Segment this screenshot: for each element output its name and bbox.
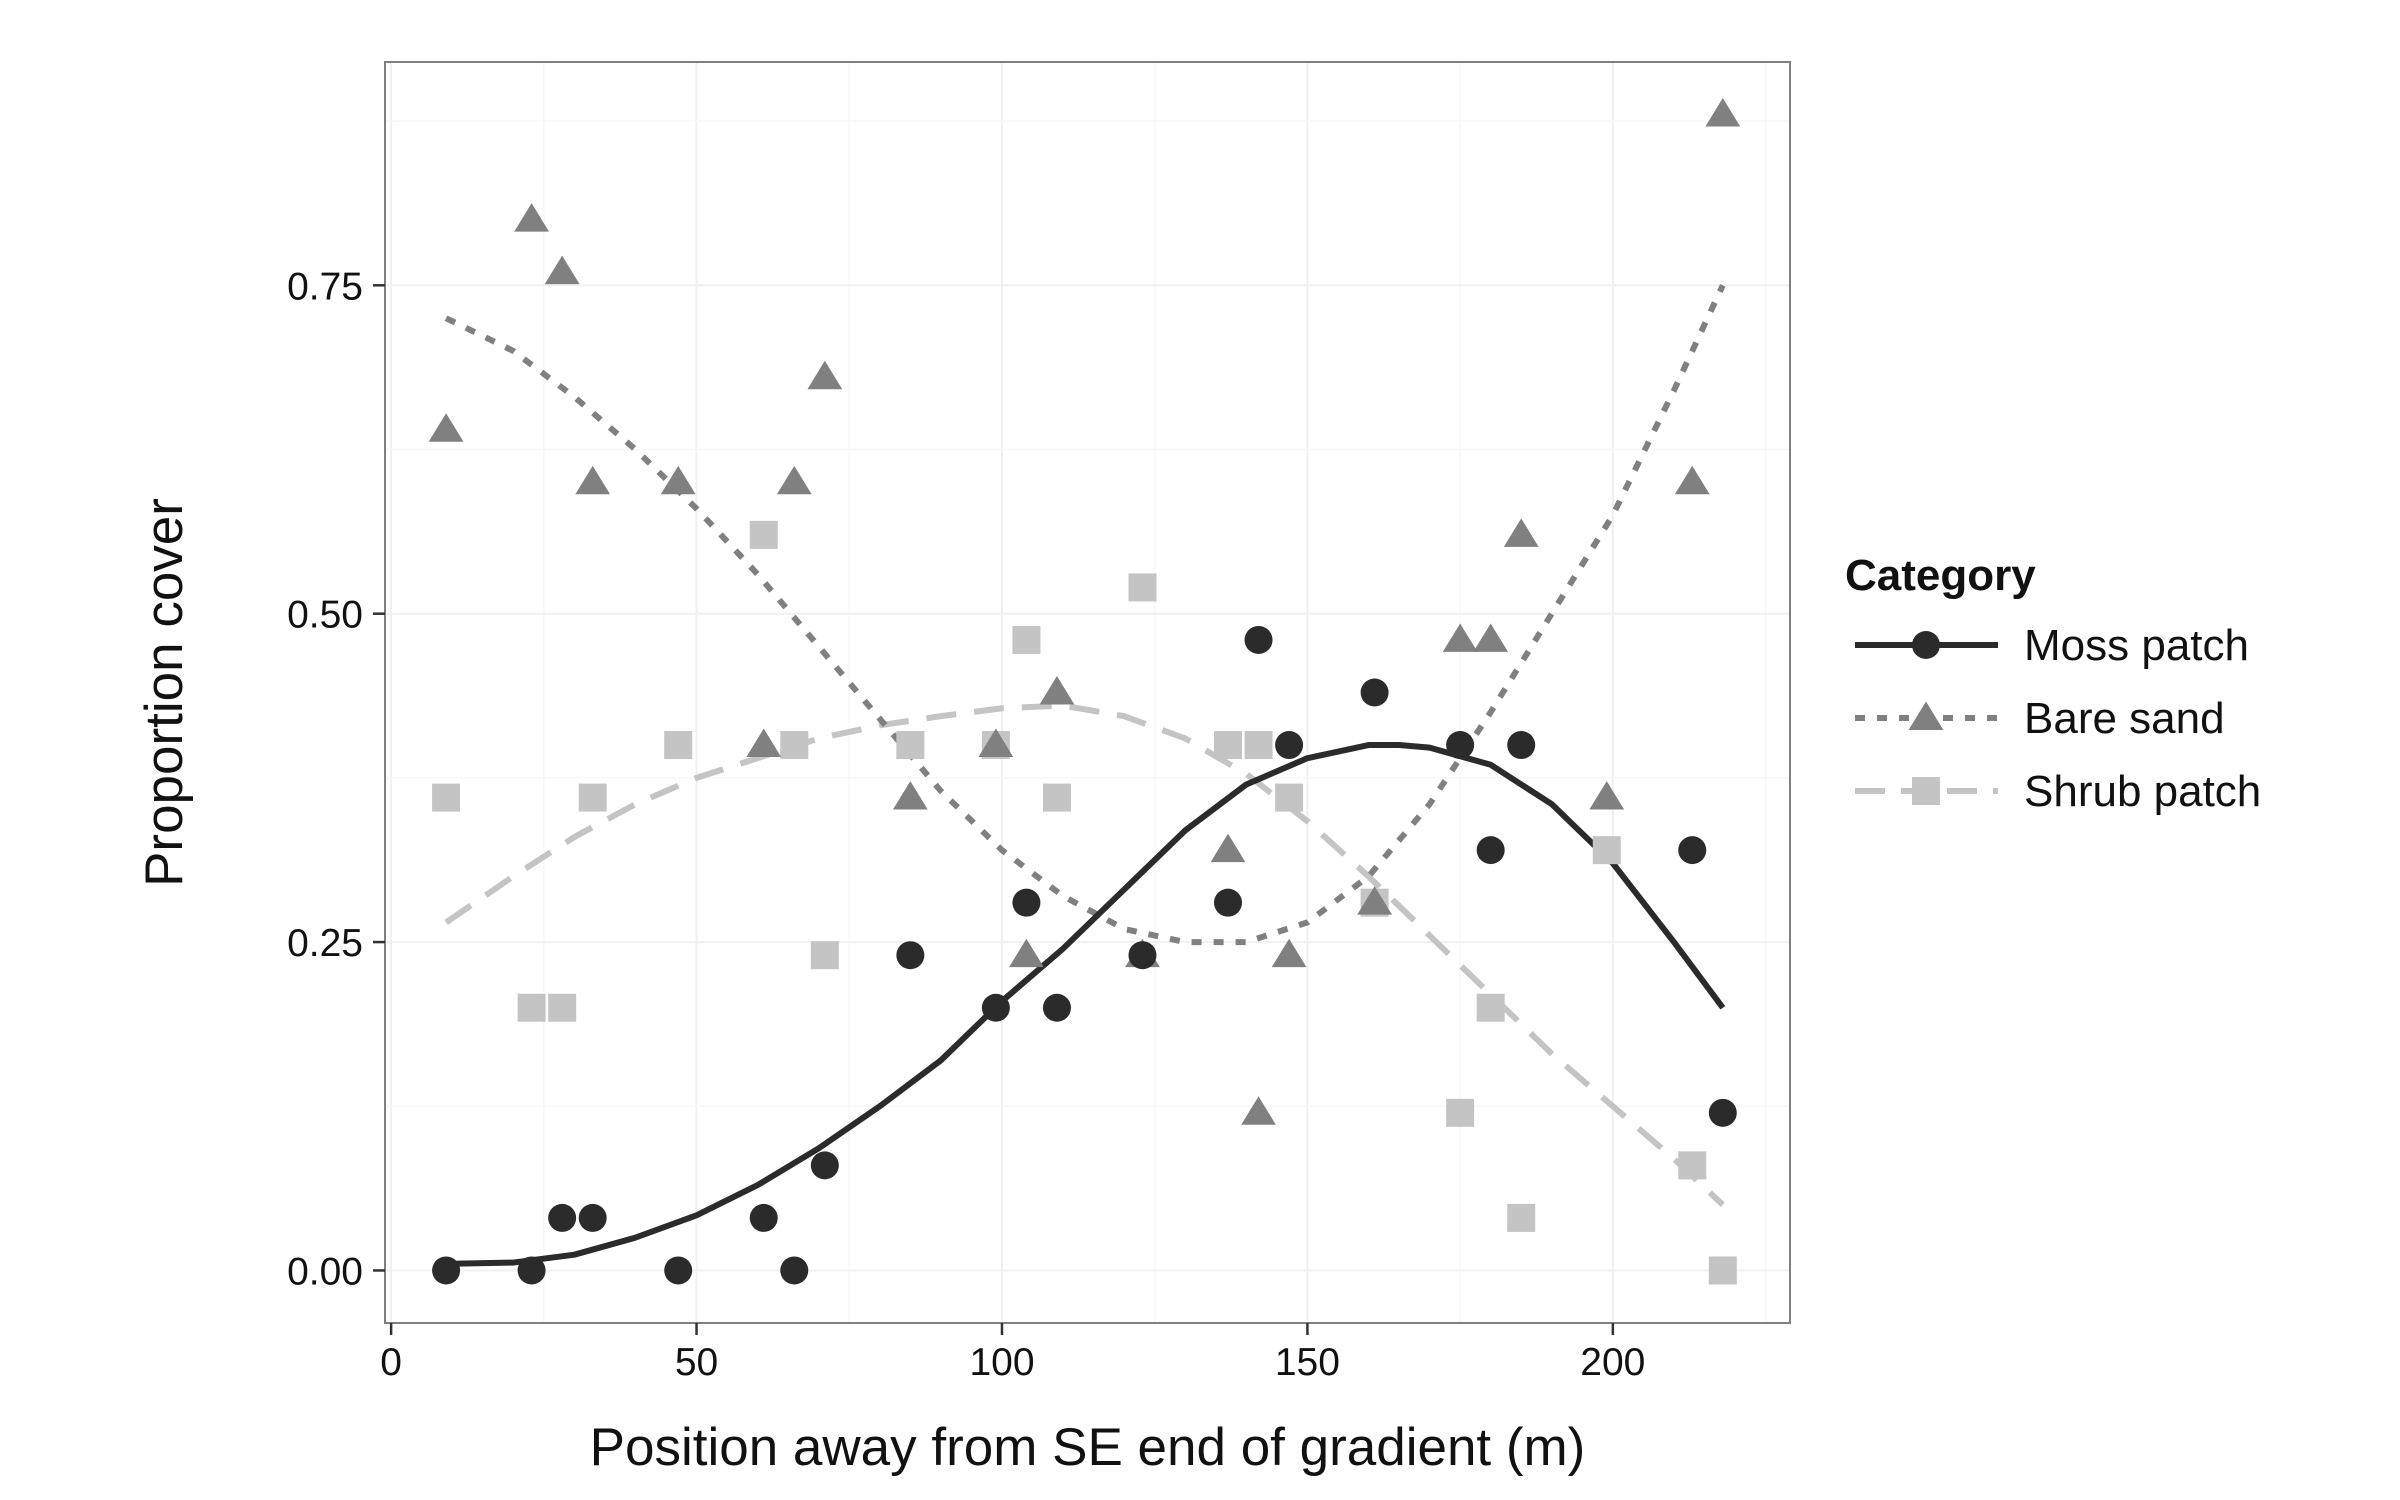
x-tick-label: 150 bbox=[1275, 1341, 1340, 1384]
point-moss-patch bbox=[1446, 731, 1475, 760]
point-moss-patch bbox=[1128, 941, 1157, 970]
point-bare-sand bbox=[514, 203, 550, 232]
point-bare-sand bbox=[1009, 938, 1044, 968]
trend-line-shrub-patch bbox=[444, 702, 1725, 1207]
point-bare-sand bbox=[746, 728, 782, 758]
point-bare-sand bbox=[978, 728, 1014, 758]
legend-title: Category bbox=[1845, 551, 2036, 600]
point-moss-patch bbox=[1507, 731, 1536, 760]
legend-key-marker bbox=[1912, 631, 1940, 659]
legend-item-bare-sand: Bare sand bbox=[1855, 694, 2225, 743]
point-moss-patch bbox=[1244, 625, 1273, 654]
x-tick-label: 100 bbox=[969, 1341, 1034, 1384]
point-shrub-patch bbox=[1012, 625, 1041, 654]
point-bare-sand bbox=[892, 781, 928, 810]
legend-key-marker bbox=[1912, 777, 1940, 805]
point-shrub-patch bbox=[1476, 993, 1505, 1022]
point-shrub-patch bbox=[1446, 1098, 1475, 1127]
trend-lines bbox=[444, 284, 1726, 1267]
point-shrub-patch bbox=[780, 731, 809, 760]
point-shrub-patch bbox=[749, 520, 778, 549]
point-moss-patch bbox=[1678, 836, 1707, 865]
legend-item-shrub-patch: Shrub patch bbox=[1855, 767, 2261, 816]
legend-label: Moss patch bbox=[2024, 621, 2249, 670]
y-tick-label: 0.75 bbox=[287, 265, 363, 308]
point-moss-patch bbox=[548, 1203, 577, 1232]
point-moss-patch bbox=[1708, 1098, 1737, 1127]
point-shrub-patch bbox=[1592, 836, 1621, 865]
point-moss-patch bbox=[1476, 836, 1505, 865]
point-bare-sand bbox=[660, 465, 696, 495]
data-points bbox=[428, 98, 1741, 1285]
point-bare-sand bbox=[776, 465, 812, 495]
point-shrub-patch bbox=[1275, 783, 1304, 812]
y-tick-label: 0.00 bbox=[287, 1250, 363, 1293]
y-tick-label: 0.50 bbox=[287, 594, 363, 637]
point-shrub-patch bbox=[1708, 1256, 1737, 1285]
point-bare-sand bbox=[1357, 886, 1393, 915]
point-shrub-patch bbox=[1128, 573, 1157, 602]
point-shrub-patch bbox=[810, 941, 839, 970]
x-tick-label: 200 bbox=[1580, 1341, 1645, 1384]
y-axis-ticks: 0.00 0.25 0.50 0.75 bbox=[287, 265, 385, 1293]
point-shrub-patch bbox=[578, 783, 607, 812]
point-moss-patch bbox=[810, 1151, 839, 1180]
x-tick-label: 50 bbox=[675, 1341, 718, 1384]
point-shrub-patch bbox=[664, 731, 693, 760]
point-bare-sand bbox=[1271, 938, 1307, 968]
point-moss-patch bbox=[432, 1256, 461, 1285]
point-moss-patch bbox=[1042, 993, 1071, 1022]
point-bare-sand bbox=[1241, 1096, 1276, 1125]
point-shrub-patch bbox=[1042, 783, 1071, 812]
point-bare-sand bbox=[544, 255, 580, 285]
point-moss-patch bbox=[1275, 731, 1304, 760]
plot-panel-border bbox=[384, 61, 1791, 1324]
point-bare-sand bbox=[1473, 623, 1509, 652]
point-bare-sand bbox=[1589, 781, 1625, 810]
point-moss-patch bbox=[1214, 888, 1242, 917]
point-moss-patch bbox=[749, 1203, 778, 1232]
point-shrub-patch bbox=[548, 993, 577, 1022]
point-shrub-patch bbox=[1678, 1151, 1707, 1180]
point-shrub-patch bbox=[1214, 731, 1242, 760]
point-bare-sand bbox=[807, 360, 843, 390]
legend-item-moss-patch: Moss patch bbox=[1855, 621, 2249, 670]
x-axis-title: Position away from SE end of gradient (m… bbox=[590, 1418, 1586, 1477]
point-moss-patch bbox=[1012, 888, 1041, 917]
legend: Category Moss patch Bare sand Shrub patch bbox=[1845, 551, 2261, 816]
point-bare-sand bbox=[1039, 676, 1075, 705]
legend-label: Shrub patch bbox=[2024, 767, 2261, 816]
y-tick-label: 0.25 bbox=[287, 922, 363, 965]
point-bare-sand bbox=[428, 413, 464, 442]
legend-key-marker bbox=[1908, 701, 1944, 730]
point-moss-patch bbox=[664, 1256, 693, 1285]
point-bare-sand bbox=[1503, 518, 1539, 547]
point-moss-patch bbox=[578, 1203, 607, 1232]
point-moss-patch bbox=[517, 1256, 546, 1285]
x-tick-label: 0 bbox=[380, 1341, 402, 1384]
point-bare-sand bbox=[1674, 465, 1710, 495]
point-shrub-patch bbox=[517, 993, 546, 1022]
point-moss-patch bbox=[896, 941, 925, 970]
point-bare-sand bbox=[1442, 623, 1478, 652]
point-moss-patch bbox=[981, 993, 1010, 1022]
point-moss-patch bbox=[1360, 678, 1389, 707]
point-shrub-patch bbox=[1244, 731, 1273, 760]
y-axis-title: Proportion cover bbox=[135, 498, 194, 887]
trend-line-bare-sand bbox=[444, 284, 1726, 946]
point-moss-patch bbox=[780, 1256, 809, 1285]
point-shrub-patch bbox=[1507, 1203, 1536, 1232]
point-bare-sand bbox=[1210, 833, 1246, 863]
point-shrub-patch bbox=[896, 731, 925, 760]
point-bare-sand bbox=[1705, 98, 1741, 127]
point-bare-sand bbox=[575, 465, 611, 495]
point-shrub-patch bbox=[432, 783, 461, 812]
grid-lines bbox=[385, 62, 1790, 1323]
legend-label: Bare sand bbox=[2024, 694, 2225, 743]
trend-line-moss-patch bbox=[446, 742, 1726, 1267]
x-axis-ticks: 0 50 100 150 200 bbox=[380, 1323, 1645, 1384]
